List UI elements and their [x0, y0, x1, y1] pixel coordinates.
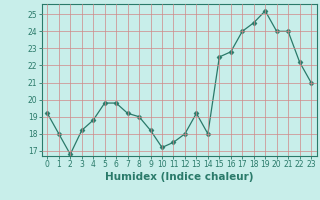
X-axis label: Humidex (Indice chaleur): Humidex (Indice chaleur): [105, 172, 253, 182]
